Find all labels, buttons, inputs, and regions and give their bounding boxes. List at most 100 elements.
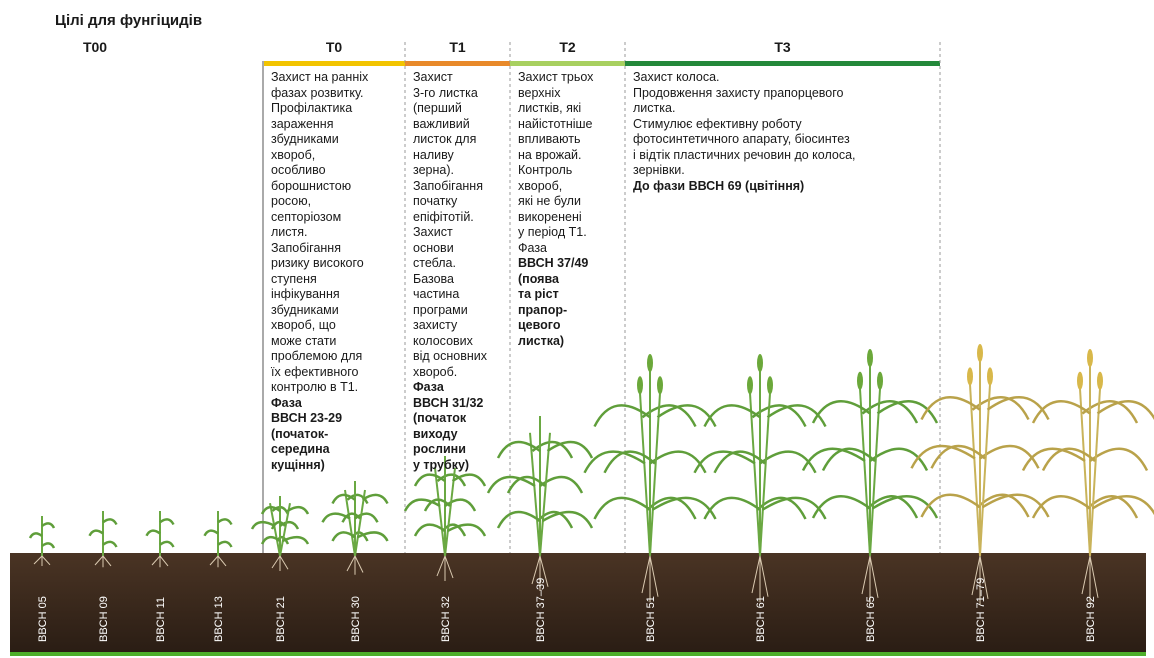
- text-line: септоріозом: [271, 210, 368, 226]
- growth-stage-label: BBCH 51: [645, 596, 657, 642]
- text-line: на врожай.: [518, 148, 593, 164]
- plant-leaf: [147, 531, 161, 536]
- text-line: Захист трьох: [518, 70, 593, 86]
- text-line: борошнистою: [271, 179, 368, 195]
- text-line: Захист: [413, 70, 487, 86]
- plant-leaf: [218, 519, 232, 524]
- plant-leaf: [218, 542, 232, 547]
- text-line: (початок: [413, 411, 487, 427]
- plant-leaf: [595, 498, 651, 519]
- text-line: початку: [413, 194, 487, 210]
- text-line: зерна).: [413, 163, 487, 179]
- text-line: 3-го листка: [413, 86, 487, 102]
- plant-leaf: [42, 543, 54, 548]
- text-line: викоренені: [518, 210, 593, 226]
- growth-stage-label: BBCH 21: [275, 596, 287, 642]
- plant-leaf: [90, 531, 104, 536]
- plant-ear: [1087, 349, 1093, 367]
- text-line: ризику високого: [271, 256, 368, 272]
- growth-stage-label: BBCH 61: [755, 596, 767, 642]
- text-line: листків, які: [518, 101, 593, 117]
- plant-leaf: [585, 452, 646, 473]
- plant-leaf: [1090, 449, 1147, 471]
- text-line: (перший: [413, 101, 487, 117]
- text-line: зараження: [271, 117, 368, 133]
- text-line: фотосинтетичного апарату, біосинтез: [633, 132, 856, 148]
- text-line: які не були: [518, 194, 593, 210]
- stage-text: Захист3-го листка(першийважливийлисток д…: [413, 70, 487, 473]
- text-line: Продовження захисту прапорцевого: [633, 86, 856, 102]
- plant-leaf: [498, 512, 540, 528]
- plant-leaf: [333, 495, 356, 504]
- text-line: Захист колоса.: [633, 70, 856, 86]
- text-line: хвороб, що: [271, 318, 368, 334]
- growth-stage-label: BBCH 30: [350, 596, 362, 642]
- text-line: основи: [413, 241, 487, 257]
- growth-stage-label: BBCH 71–79: [975, 578, 987, 642]
- text-line: контролю в Т1.: [271, 380, 368, 396]
- text-line: наливу: [413, 148, 487, 164]
- text-line: Контроль: [518, 163, 593, 179]
- stage-bar: [510, 61, 625, 66]
- plant-ear: [867, 349, 873, 367]
- plant-ear: [647, 354, 653, 372]
- growth-stage-label: BBCH 13: [213, 596, 225, 642]
- plant-leaf: [42, 523, 54, 528]
- text-line: епіфітотій.: [413, 210, 487, 226]
- text-line: Базова: [413, 272, 487, 288]
- text-line: і відтік пластичних речовин до колоса,: [633, 148, 856, 164]
- text-line: Захист: [413, 225, 487, 241]
- text-line: До фази ВВСН 69 (цвітіння): [633, 179, 856, 195]
- stage-label: T0: [326, 39, 343, 55]
- text-line: особливо: [271, 163, 368, 179]
- stage-label: T1: [449, 39, 466, 55]
- text-line: стебла.: [413, 256, 487, 272]
- text-line: ВВСН 23-29: [271, 411, 368, 427]
- growth-stage-label: BBCH 11: [155, 597, 167, 642]
- growth-stage-label: BBCH 32: [440, 596, 452, 642]
- plant-ear: [757, 354, 763, 372]
- text-line: проблемою для: [271, 349, 368, 365]
- text-line: програми: [413, 303, 487, 319]
- text-line: виходу: [413, 427, 487, 443]
- plant-leaf: [980, 446, 1039, 468]
- text-line: їх ефективного: [271, 365, 368, 381]
- growth-stage-label: BBCH 09: [98, 596, 110, 642]
- text-line: хвороб,: [271, 148, 368, 164]
- plant-leaf: [103, 519, 117, 524]
- text-line: Фаза: [518, 241, 593, 257]
- plant-leaf: [288, 507, 309, 514]
- plant-leaf: [870, 449, 927, 471]
- plant-leaf: [160, 542, 174, 547]
- plant-ear: [977, 344, 983, 362]
- plant-ear: [877, 372, 883, 390]
- plant-leaf: [30, 533, 42, 538]
- text-line: збудниками: [271, 303, 368, 319]
- plant-leaf: [448, 525, 486, 536]
- plant-leaf: [415, 475, 445, 486]
- text-line: прапор-: [518, 303, 593, 319]
- text-line: впливають: [518, 132, 593, 148]
- text-line: листка.: [633, 101, 856, 117]
- text-line: частина: [413, 287, 487, 303]
- stage-bar: [405, 61, 510, 66]
- text-line: збудниками: [271, 132, 368, 148]
- stage-text: Захист на ранніхфазах розвитку.Профілакт…: [271, 70, 368, 473]
- growth-stage-label: BBCH 37–39: [535, 578, 547, 642]
- text-line: у трубку): [413, 458, 487, 474]
- text-line: середина: [271, 442, 368, 458]
- text-line: Запобігання: [271, 241, 368, 257]
- plant-leaf: [160, 519, 174, 524]
- text-line: у період Т1.: [518, 225, 593, 241]
- stage-label: T2: [559, 39, 576, 55]
- text-line: зернівки.: [633, 163, 856, 179]
- text-line: Фаза: [413, 380, 487, 396]
- stage-bar: [263, 61, 405, 66]
- text-line: може стати: [271, 334, 368, 350]
- text-line: Стимулює ефективну роботу: [633, 117, 856, 133]
- text-line: важливий: [413, 117, 487, 133]
- plant-leaf: [813, 496, 870, 518]
- text-line: листя.: [271, 225, 368, 241]
- plant-ear: [987, 367, 993, 385]
